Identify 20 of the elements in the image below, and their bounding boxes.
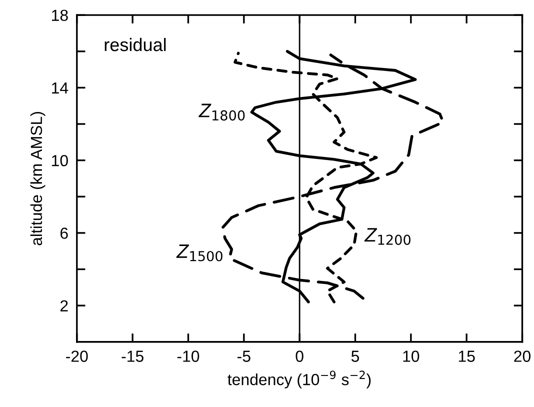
x-tick-label: 15 — [458, 350, 475, 362]
y-tick-label: 2 — [60, 300, 68, 312]
x-axis-title: tendency (10$^{−9}$ s$^{−2}$) — [228, 370, 371, 388]
annotation: Z$_{1800}$ — [198, 104, 245, 121]
annotation: Z$_{1500}$ — [176, 244, 222, 262]
y-axis-title: altitude (km AMSL) — [30, 112, 46, 246]
x-tick-label: 0 — [296, 350, 304, 362]
x-tick-label: 5 — [351, 350, 360, 362]
annotation: residual — [104, 38, 166, 52]
y-tick-label: 6 — [60, 228, 68, 239]
x-tick-label: 10 — [403, 350, 420, 362]
x-tick-label: -10 — [177, 350, 200, 362]
x-tick-label: -20 — [66, 350, 88, 362]
y-tick-label: 10 — [52, 154, 68, 166]
y-tick-label: 14 — [52, 82, 68, 94]
annotation: Z$_{1200}$ — [364, 228, 410, 245]
x-tick-label: -5 — [238, 350, 250, 362]
x-tick-label: -15 — [122, 350, 144, 362]
x-tick-label: 20 — [514, 350, 531, 362]
y-tick-label: 18 — [52, 10, 68, 22]
